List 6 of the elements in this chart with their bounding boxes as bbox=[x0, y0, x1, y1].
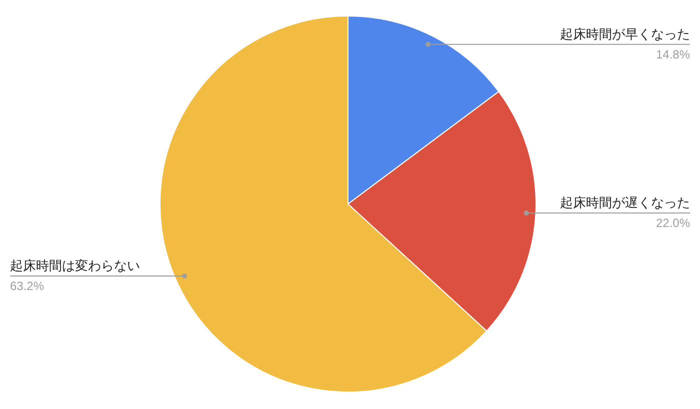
slice-label: 起床時間が早くなった bbox=[560, 26, 690, 42]
data-label: 63.2% bbox=[10, 278, 44, 293]
data-label: 22.0% bbox=[656, 216, 690, 230]
slice-label: 起床時間は変わらない bbox=[10, 258, 140, 273]
data-label: 14.8% bbox=[656, 47, 690, 62]
slice-label: 起床時間が遅くなった bbox=[560, 194, 690, 210]
